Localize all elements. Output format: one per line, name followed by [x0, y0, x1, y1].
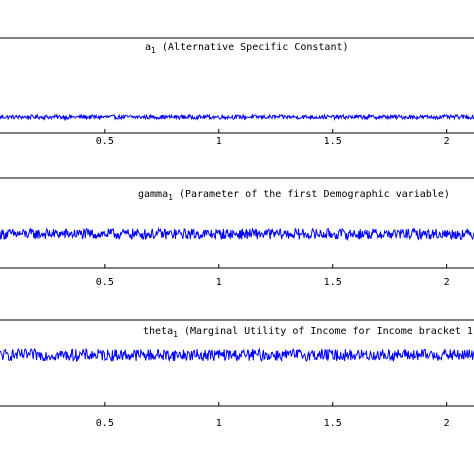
panel-3: theta1 (Marginal Utility of Income for I…	[0, 319, 474, 429]
panel-2-title-main: gamma	[138, 189, 168, 200]
panel-1-title: a1 (Alternative Specific Constant)	[145, 42, 349, 55]
panel-2-title: gamma1 (Parameter of the first Demograph…	[138, 189, 450, 202]
panel-2: gamma1 (Parameter of the first Demograph…	[0, 177, 474, 288]
panel-2-xtick-label: 1.5	[324, 277, 342, 288]
panel-2-trace	[0, 226, 474, 242]
panel-1-xtick-label: 2	[444, 136, 450, 147]
panel-3-title-subscript: 1	[173, 330, 178, 339]
panel-1-trace	[0, 112, 474, 122]
panel-1-title-main: a	[145, 42, 151, 53]
panel-2-xtick-label: 0.5	[96, 277, 114, 288]
panel-2-title-rest: (Parameter of the first Demographic vari…	[173, 189, 450, 200]
panel-1-xtick-label: 1	[216, 136, 222, 147]
panel-3-title: theta1 (Marginal Utility of Income for I…	[143, 326, 474, 339]
panel-3-title-rest: (Marginal Utility of Income for Income b…	[178, 326, 474, 337]
panel-1-title-rest: (Alternative Specific Constant)	[156, 42, 349, 53]
panel-1-ticks: 0.5 1 1.5 2	[96, 129, 450, 147]
panel-1: a1 (Alternative Specific Constant) 0.5 1 1…	[0, 37, 474, 147]
panel-2-xtick-label: 1	[216, 277, 222, 288]
panel-3-xtick-label: 1.5	[324, 418, 342, 429]
panel-3-trace	[0, 347, 474, 363]
panel-2-ticks: 0.5 1 1.5 2	[96, 264, 450, 288]
panel-3-xtick-label: 1	[216, 418, 222, 429]
panel-1-title-subscript: 1	[151, 46, 156, 55]
panel-1-xtick-label: 1.5	[324, 136, 342, 147]
panel-3-ticks: 0.5 1 1.5 2	[96, 402, 450, 429]
panel-3-xtick-label: 0.5	[96, 418, 114, 429]
panel-2-xtick-label: 2	[444, 277, 450, 288]
panel-3-xtick-label: 2	[444, 418, 450, 429]
panel-1-xtick-label: 0.5	[96, 136, 114, 147]
panel-2-title-subscript: 1	[168, 193, 173, 202]
panel-3-title-main: theta	[143, 326, 173, 337]
